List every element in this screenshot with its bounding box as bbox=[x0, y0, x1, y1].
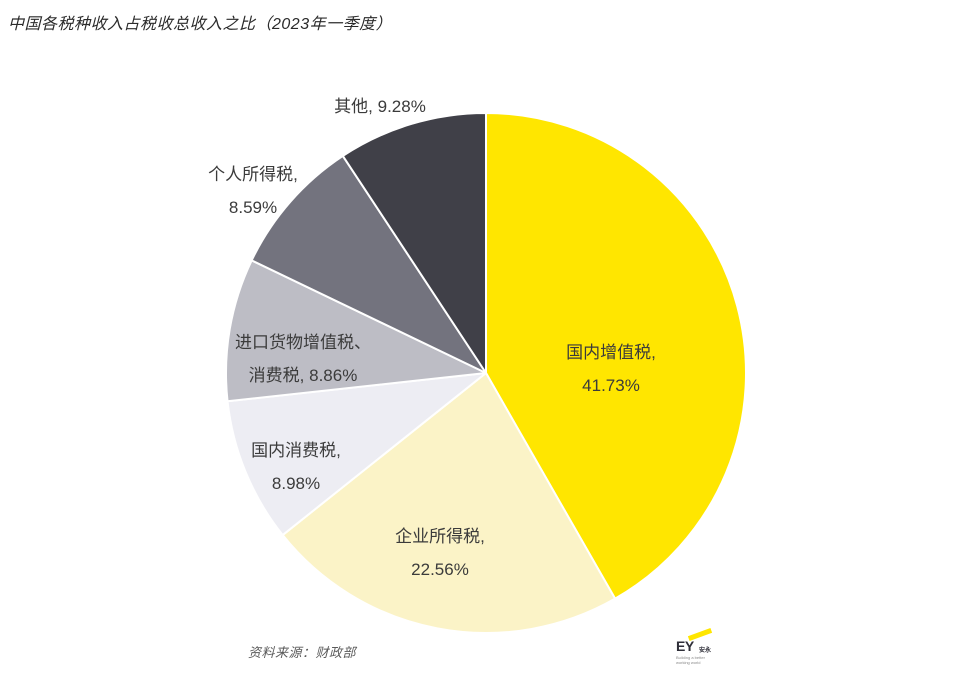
pie-slice-4 bbox=[225, 259, 487, 403]
pie-slice-1 bbox=[485, 112, 747, 600]
slice-label-line: 8.59% bbox=[228, 198, 278, 217]
ey-tagline-line2: working world bbox=[676, 660, 701, 665]
ey-logo-text: EY bbox=[676, 638, 694, 654]
slice-label-line: 8.98% bbox=[271, 474, 321, 493]
slice-label-line: 41.73% bbox=[582, 376, 640, 395]
slice-label-other: 其他, 9.28% bbox=[334, 90, 426, 123]
slice-label-line: 企业所得税, bbox=[395, 527, 485, 546]
ey-logo: EY 安永 Building a better working world bbox=[674, 626, 722, 670]
ey-tagline-line1: Building a better bbox=[676, 655, 705, 660]
slice-label-import-vat-consumption-tax: 进口货物增值税、 消费税, 8.86% bbox=[235, 326, 371, 392]
slice-label-domestic-consumption-tax: 国内消费税, 8.98% bbox=[251, 434, 341, 500]
chart-title: 中国各税种收入占税收总收入之比（2023年一季度） bbox=[8, 16, 393, 33]
slice-label-line: 消费税, 8.86% bbox=[248, 366, 358, 385]
ey-logo-tagline: Building a better working world bbox=[676, 655, 705, 665]
pie-slice-3 bbox=[226, 372, 487, 537]
slice-label-line: 进口货物增值税、 bbox=[235, 333, 371, 352]
slice-label-line: 国内增值税, bbox=[566, 343, 656, 362]
slice-label-line: 22.56% bbox=[411, 560, 469, 579]
slice-label-individual-income-tax: 个人所得税, 8.59% bbox=[208, 158, 298, 224]
slice-label-corporate-income-tax: 企业所得税, 22.56% bbox=[395, 520, 485, 586]
source-note: 资料来源：财政部 bbox=[248, 645, 357, 660]
pie-slice-2 bbox=[281, 372, 617, 634]
ey-logo-text-cn: 安永 bbox=[699, 648, 712, 654]
slice-label-domestic-vat: 国内增值税, 41.73% bbox=[566, 336, 656, 402]
slice-label-line: 个人所得税, bbox=[208, 165, 298, 184]
pie-slice-5 bbox=[250, 154, 487, 374]
slice-label-line: 国内消费税, bbox=[251, 441, 341, 460]
pie-slice-6 bbox=[341, 112, 487, 374]
slice-label-line: 其他, 9.28% bbox=[334, 97, 426, 116]
